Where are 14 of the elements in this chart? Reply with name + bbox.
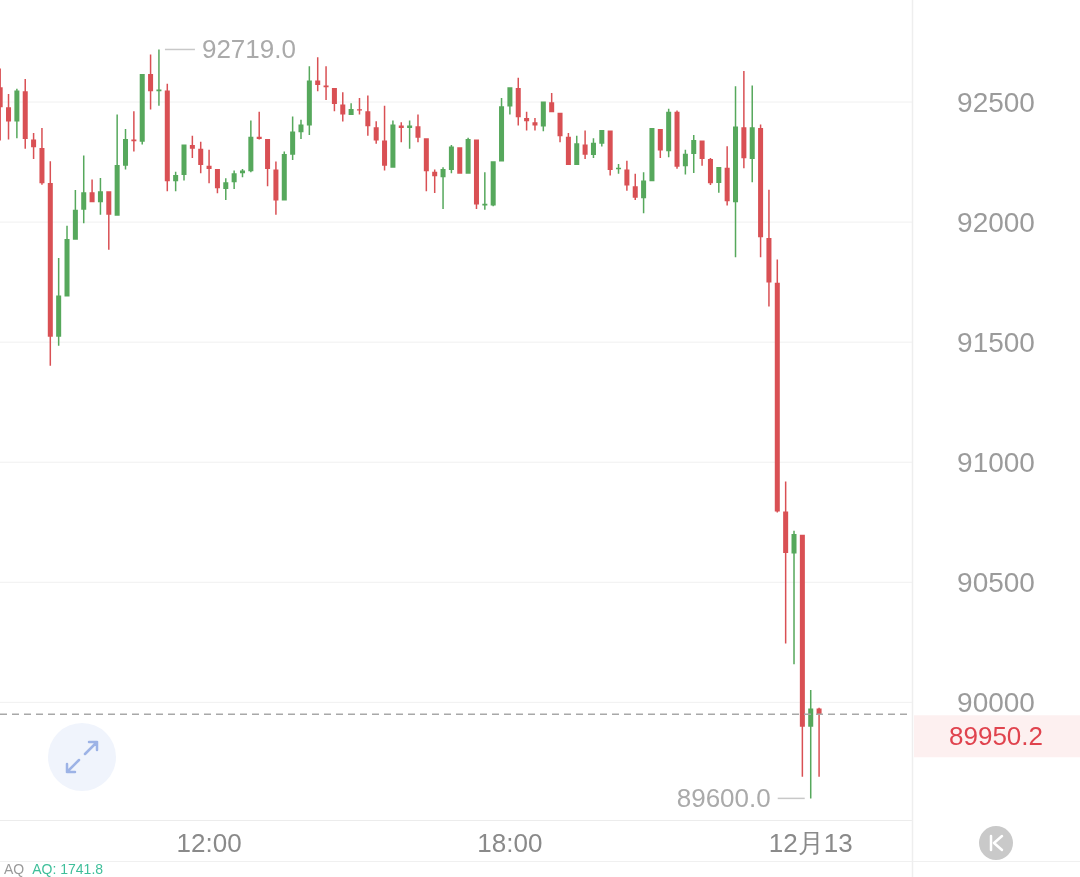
y-tick-label: 91000 bbox=[957, 446, 1035, 478]
ref-line-label: 89950.2 bbox=[949, 721, 1043, 752]
y-tick-label: 91500 bbox=[957, 326, 1035, 358]
y-tick-label: 90500 bbox=[957, 566, 1035, 598]
annotation: AQ bbox=[4, 861, 25, 877]
y-tick-label: 92500 bbox=[957, 86, 1035, 118]
x-tick-label: 18:00 bbox=[477, 828, 543, 858]
x-tick-label: 12月13 bbox=[768, 828, 853, 858]
y-tick-label: 90000 bbox=[957, 686, 1035, 718]
annotation: 92719.0 bbox=[201, 34, 296, 65]
annotation: 89600.0 bbox=[676, 783, 771, 814]
x-tick-label: 12:00 bbox=[176, 828, 242, 858]
annotation: AQ: 1741.8 bbox=[32, 861, 104, 877]
y-tick-label: 92000 bbox=[957, 206, 1035, 238]
